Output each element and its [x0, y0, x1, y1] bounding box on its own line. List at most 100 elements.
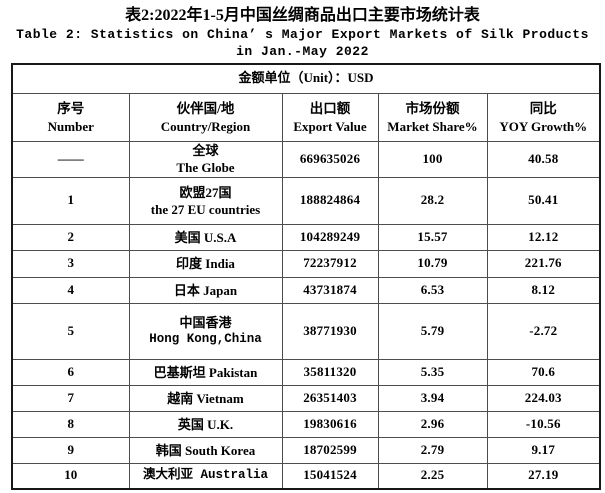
country-name-zh: 中国香港 — [179, 315, 232, 330]
market-share: 2.25 — [420, 467, 445, 483]
cell-number: 3 — [11, 249, 130, 278]
cell-number: 9 — [11, 436, 130, 464]
column-header-number-en: Number — [47, 118, 94, 134]
cell-number: 7 — [11, 384, 130, 412]
column-header-market-share: 市场份额 Market Share% — [377, 92, 488, 142]
market-share: 2.96 — [420, 415, 445, 431]
cell-country: 欧盟27国 the 27 EU countries — [128, 176, 283, 225]
market-share: 5.35 — [420, 363, 445, 379]
export-value: 18702599 — [303, 441, 357, 457]
country-name-en: Hong Kong,China — [149, 332, 262, 346]
cell-country: 澳大利亚 Australia — [128, 462, 283, 490]
cell-market-share: 5.79 — [377, 302, 488, 360]
market-share: 5.79 — [420, 322, 445, 338]
cell-yoy-growth: 50.41 — [486, 176, 601, 225]
cell-export-value: 188824864 — [281, 176, 379, 225]
cell-export-value: 104289249 — [281, 223, 379, 251]
column-header-market-share-en: Market Share% — [387, 118, 478, 134]
market-share: 28.2 — [420, 192, 445, 208]
cell-country: 日本 Japan — [128, 276, 283, 304]
row-number: 6 — [67, 363, 75, 379]
table-row-india: 3 印度 India 72237912 10.79 221.76 — [11, 249, 601, 278]
cell-export-value: 669635026 — [281, 140, 379, 178]
cell-market-share: 15.57 — [377, 223, 488, 251]
cell-market-share: 2.25 — [377, 462, 488, 490]
country-name: 日本 Japan — [173, 282, 238, 298]
table-row-hong-kong: 5 中国香港 Hong Kong,China 38771930 5.79 -2.… — [11, 302, 601, 360]
cell-country: 韩国 South Korea — [128, 436, 283, 464]
cell-export-value: 38771930 — [281, 302, 379, 360]
column-header-country: 伙伴国/地 Country/Region — [128, 92, 283, 142]
table-row-usa: 2 美国 U.S.A 104289249 15.57 12.12 — [11, 223, 601, 251]
country-name-zh: 全球 — [192, 143, 219, 158]
table-row-japan: 4 日本 Japan 43731874 6.53 8.12 — [11, 276, 601, 304]
country-name-zh: 欧盟27国 — [179, 184, 232, 200]
column-header-yoy-growth: 同比 YOY Growth% — [486, 92, 601, 142]
cell-yoy-growth: 27.19 — [486, 462, 601, 490]
market-share: 3.94 — [420, 389, 445, 405]
cell-export-value: 35811320 — [281, 358, 379, 386]
yoy-growth: -2.72 — [529, 322, 558, 338]
column-header-yoy-growth-en: YOY Growth% — [499, 118, 588, 134]
cell-number: 6 — [11, 358, 130, 386]
row-number: 10 — [64, 467, 78, 483]
export-value: 35811320 — [303, 363, 357, 379]
cell-yoy-growth: -2.72 — [486, 302, 601, 360]
yoy-growth: -10.56 — [525, 415, 561, 431]
column-header-export-value-en: Export Value — [293, 118, 367, 134]
cell-export-value: 26351403 — [281, 384, 379, 412]
table-row-globe: —— 全球 The Globe 669635026 100 40.58 — [11, 140, 601, 178]
row-number: 9 — [67, 441, 75, 457]
market-share: 100 — [422, 150, 443, 166]
table-row-vietnam: 7 越南 Vietnam 26351403 3.94 224.03 — [11, 384, 601, 412]
cell-export-value: 19830616 — [281, 410, 379, 438]
cell-number: 8 — [11, 410, 130, 438]
yoy-growth: 12.12 — [528, 228, 559, 244]
row-number: —— — [57, 150, 84, 166]
cell-export-value: 15041524 — [281, 462, 379, 490]
cell-yoy-growth: 8.12 — [486, 276, 601, 304]
yoy-growth: 221.76 — [524, 255, 562, 271]
cell-number: —— — [11, 140, 130, 178]
yoy-growth: 9.17 — [531, 441, 556, 457]
header-row: 序号 Number 伙伴国/地 Country/Region 出口额 Expor… — [11, 92, 601, 142]
cell-yoy-growth: 70.6 — [486, 358, 601, 386]
row-number: 1 — [67, 192, 75, 208]
country-name: 韩国 South Korea — [155, 442, 256, 458]
row-number: 3 — [67, 255, 75, 271]
table-row-pakistan: 6 巴基斯坦 Pakistan 35811320 5.35 70.6 — [11, 358, 601, 386]
table-row-australia: 10 澳大利亚 Australia 15041524 2.25 27.19 — [11, 462, 601, 490]
export-value: 43731874 — [303, 281, 357, 297]
cell-market-share: 100 — [377, 140, 488, 178]
table-row-eu: 1 欧盟27国 the 27 EU countries 188824864 28… — [11, 176, 601, 225]
market-share: 15.57 — [417, 228, 448, 244]
column-header-export-value: 出口额 Export Value — [281, 92, 379, 142]
cell-country: 全球 The Globe — [128, 140, 283, 178]
table-title-english-line1: Table 2: Statistics on China’ s Major Ex… — [16, 27, 589, 42]
column-header-number: 序号 Number — [11, 92, 130, 142]
cell-country: 美国 U.S.A — [128, 223, 283, 251]
export-value: 669635026 — [299, 150, 361, 166]
row-number: 8 — [67, 415, 75, 431]
silk-export-statistics-table: 金额单位（Unit）：USD 序号 Number 伙伴国/地 Country/R… — [11, 63, 602, 490]
cell-yoy-growth: 224.03 — [486, 384, 601, 412]
row-number: 2 — [67, 228, 75, 244]
cell-yoy-growth: 12.12 — [486, 223, 601, 251]
column-header-country-zh: 伙伴国/地 — [176, 100, 235, 116]
cell-yoy-growth: -10.56 — [486, 410, 601, 438]
table-title-chinese: 表2:2022年1-5月中国丝绸商品出口主要市场统计表 — [125, 7, 480, 24]
cell-country: 印度 India — [128, 249, 283, 278]
country-name: 巴基斯坦 Pakistan — [153, 364, 258, 380]
market-share: 10.79 — [417, 255, 448, 271]
table-row-uk: 8 英国 U.K. 19830616 2.96 -10.56 — [11, 410, 601, 438]
country-name-en: the 27 EU countries — [150, 201, 261, 217]
cell-market-share: 2.79 — [377, 436, 488, 464]
country-name: 印度 India — [176, 256, 235, 271]
column-header-country-en: Country/Region — [160, 118, 251, 134]
yoy-growth: 40.58 — [528, 150, 559, 166]
export-value: 72237912 — [303, 255, 357, 271]
cell-country: 越南 Vietnam — [128, 384, 283, 412]
export-value: 188824864 — [299, 192, 361, 208]
market-share: 2.79 — [420, 441, 445, 457]
